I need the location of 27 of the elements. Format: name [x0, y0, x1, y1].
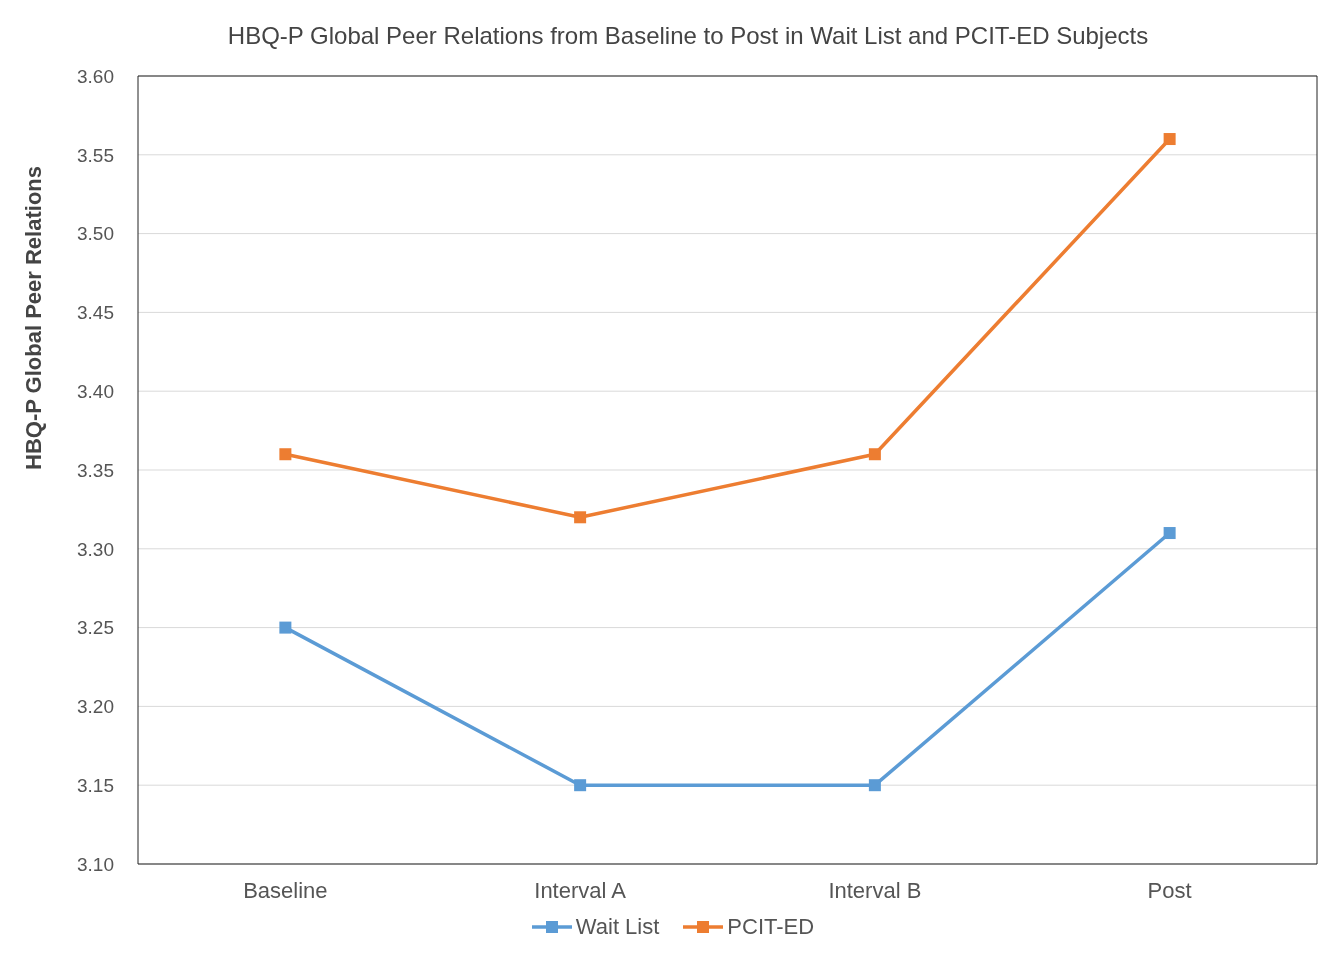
y-tick-label: 3.25 [77, 617, 114, 639]
y-tick-label: 3.60 [77, 65, 114, 87]
x-tick-label: Baseline [243, 877, 328, 903]
y-tick-label: 3.35 [77, 459, 114, 481]
point [279, 448, 292, 461]
point [868, 448, 881, 461]
y-tick-label: 3.15 [77, 774, 114, 796]
x-tick-label: Interval A [534, 877, 627, 903]
y-tick-label: 3.40 [77, 380, 114, 402]
y-tick-label: 3.20 [77, 696, 114, 718]
x-tick-label: Post [1147, 877, 1192, 903]
legend-label: PCIT-ED [726, 914, 815, 940]
point [1163, 133, 1176, 146]
y-tick-label: 3.50 [77, 223, 114, 245]
point [1163, 527, 1176, 540]
y-tick-label: 3.10 [77, 853, 114, 875]
y-tick-label: 3.45 [77, 302, 114, 324]
point [574, 779, 587, 792]
y-axis-title: HBQ-P Global Peer Relations [20, 165, 46, 470]
legend-label: Wait List [574, 914, 660, 940]
point [279, 621, 292, 634]
y-tick-label: 3.30 [77, 538, 114, 560]
y-tick-label: 3.55 [77, 144, 114, 166]
point [868, 779, 881, 792]
x-tick-label: Interval B [828, 877, 922, 903]
chart-title: HBQ-P Global Peer Relations from Baseline to Post in Wait List and PCIT-ED Subjects [226, 21, 1150, 50]
point [574, 511, 587, 524]
